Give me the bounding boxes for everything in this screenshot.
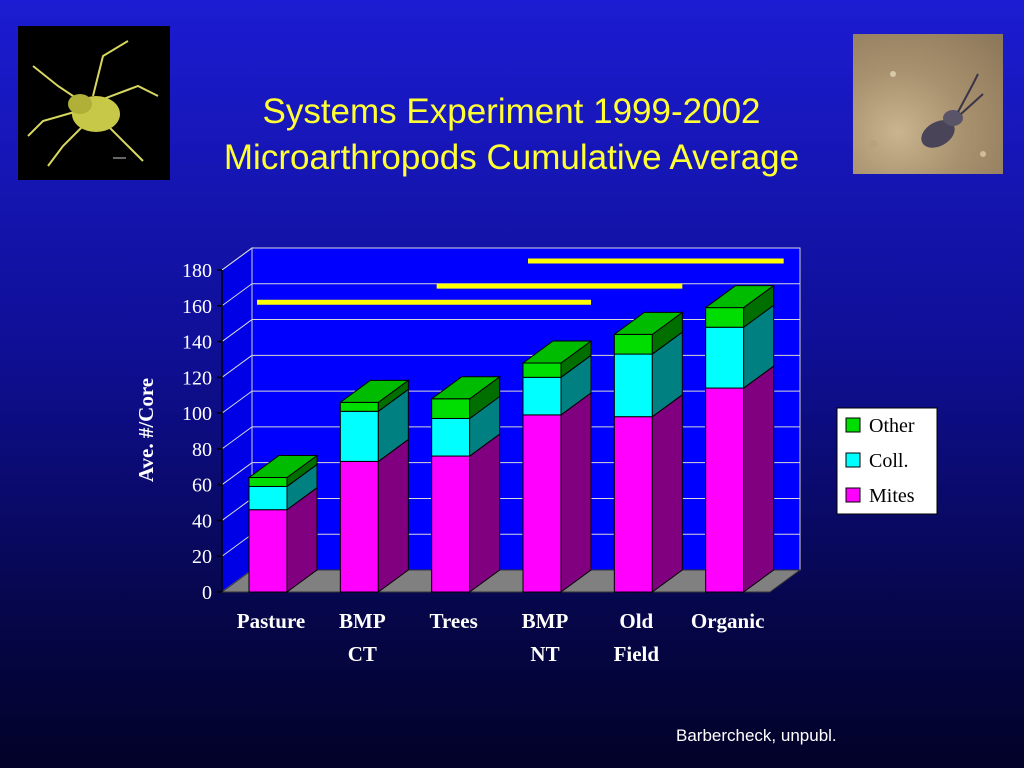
bar-other-1 (339, 401, 379, 412)
springtail-photo-right (853, 34, 1003, 174)
chart-side-wall (221, 247, 253, 593)
gridline-side (221, 283, 253, 307)
gridline-side (221, 498, 253, 521)
legend-label-1: Coll. (869, 450, 908, 472)
bar-coll-1 (339, 410, 379, 462)
bar-other-3 (522, 362, 562, 378)
bar-top-3 (521, 340, 593, 364)
gridline-side (221, 354, 253, 378)
gridline-side (221, 390, 253, 414)
x-tick-label: NT (530, 642, 559, 666)
bar-side-0-5 (743, 365, 775, 593)
bar-mites-0 (248, 509, 288, 593)
bar-side-0-1 (377, 438, 409, 593)
y-tick-label: 40 (192, 510, 212, 532)
bar-top-4 (612, 311, 684, 335)
gridline-side (221, 319, 253, 342)
y-tick-label: 160 (182, 296, 212, 318)
gridline-side (221, 426, 253, 450)
y-tick-label: 180 (182, 260, 212, 282)
bar-mites-2 (431, 455, 471, 593)
y-tick-label: 20 (192, 546, 212, 568)
bar-mites-4 (613, 416, 653, 593)
bar-top-5 (704, 285, 776, 309)
x-tick-label: CT (348, 642, 377, 666)
legend-swatch-2 (845, 487, 861, 503)
bar-coll-2 (431, 417, 471, 457)
bar-other-2 (431, 398, 471, 419)
bar-side-0-3 (560, 391, 592, 593)
bar-top-2 (430, 376, 502, 400)
gridline-side (221, 462, 253, 486)
bar-coll-0 (248, 485, 288, 511)
legend-swatch-1 (845, 452, 861, 468)
x-tick-label: Field (614, 642, 660, 666)
bar-mites-3 (522, 414, 562, 593)
legend-label-2: Mites (869, 485, 915, 507)
bar-other-0 (248, 477, 288, 487)
x-tick-label: Trees (430, 609, 478, 633)
bar-mites-1 (339, 460, 379, 593)
x-tick-label: Pasture (237, 609, 305, 633)
bar-other-5 (705, 307, 745, 328)
legend-label-0: Other (869, 415, 915, 437)
gridline-side (221, 533, 253, 557)
y-axis-label: Ave. #/Core (134, 378, 158, 482)
y-tick-label: 60 (192, 475, 212, 497)
bar-coll-4 (613, 353, 653, 418)
y-tick-label: 0 (202, 582, 212, 604)
bar-coll-5 (705, 326, 745, 389)
bar-top-0 (247, 455, 319, 479)
y-tick-label: 100 (182, 403, 212, 425)
bar-other-4 (613, 333, 653, 355)
slide-title-line-2: Microarthropods Cumulative Average (223, 138, 800, 177)
bar-top-1 (338, 379, 410, 403)
bar-side-0-2 (469, 433, 501, 593)
mite-photo-left (18, 26, 170, 180)
y-tick-label: 80 (192, 439, 212, 461)
x-tick-label: Organic (691, 609, 765, 633)
x-tick-label: BMP (522, 609, 569, 633)
bar-coll-3 (522, 376, 562, 416)
legend-swatch-0 (845, 417, 861, 433)
x-tick-label: Old (619, 609, 653, 633)
bar-side-0-4 (651, 393, 683, 593)
gridline-side (221, 247, 253, 271)
slide-title-line-1: Systems Experiment 1999-2002 (262, 92, 761, 131)
bar-mites-5 (705, 387, 745, 593)
x-tick-label: BMP (339, 609, 386, 633)
y-tick-label: 120 (182, 367, 212, 389)
y-tick-label: 140 (182, 332, 212, 354)
credit-text: Barbercheck, unpubl. (676, 726, 837, 745)
